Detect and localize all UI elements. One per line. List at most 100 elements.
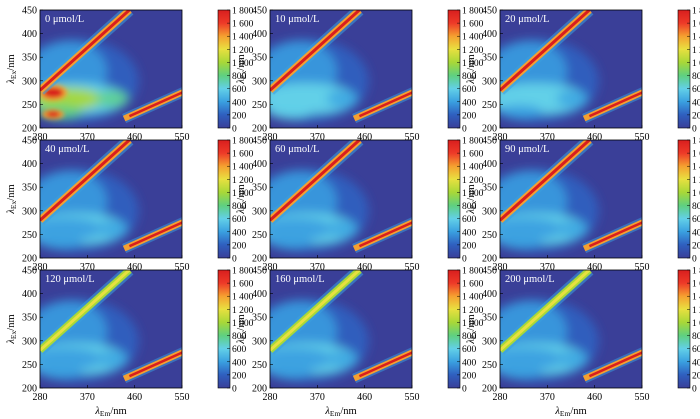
rayleigh-scatter-2nd — [582, 87, 642, 124]
plot-frame — [499, 269, 643, 389]
x-axis-label: λEm/nm — [94, 406, 126, 418]
colorbar: 0 200 400 600 800 1 000 1 200 1 400 1 600 1 800 — [677, 137, 700, 265]
fluorescence-region — [270, 298, 369, 383]
scatter-core — [358, 351, 412, 378]
colorbar-tick-label: 1 600 — [232, 280, 254, 290]
scatter-core — [40, 270, 131, 352]
colorbar-gradient — [217, 269, 231, 389]
eem-panel: 200 μmol/L 200 250 300 350 400 450 280 370 460 550… — [466, 266, 700, 419]
plot-frame — [39, 139, 183, 259]
scatter-core — [128, 351, 182, 378]
x-tick-label: 280 — [263, 262, 278, 273]
colorbar-tick-label: 1 000 — [232, 319, 254, 329]
x-tick-label: 370 — [80, 132, 95, 143]
colorbar-tick-label: 800 — [232, 332, 247, 342]
fluorescence-peak — [500, 234, 542, 249]
y-tick-label: 300 — [252, 206, 267, 217]
scatter-core — [270, 140, 361, 222]
rayleigh-scatter-2nd — [352, 217, 412, 254]
colorbar-tick-label: 800 — [692, 72, 700, 82]
y-tick-label: 400 — [22, 29, 37, 40]
fluorescence-region — [270, 168, 369, 253]
colorbar: 0 200 400 600 800 1 000 1 200 1 400 1 600 1 800 — [217, 7, 254, 135]
y-tick-label: 200 — [252, 124, 267, 135]
x-tick-label: 370 — [80, 392, 95, 403]
x-tick-label: 460 — [357, 392, 372, 403]
y-tick-label: 250 — [22, 230, 37, 241]
concentration-label: 200 μmol/L — [505, 274, 555, 285]
x-tick-label: 550 — [175, 262, 190, 273]
fluorescence-peak — [270, 234, 312, 249]
rayleigh-scatter-1st — [40, 10, 134, 95]
scatter-core — [588, 91, 642, 118]
colorbar-tick-label: 1 600 — [462, 20, 484, 30]
fluorescence-region — [40, 298, 139, 383]
scatter-core — [358, 91, 412, 118]
y-tick-label: 450 — [482, 136, 497, 147]
plot-frame — [269, 139, 413, 259]
y-tick-label: 200 — [482, 124, 497, 135]
fluorescence-peak — [270, 104, 312, 119]
colorbar-tick-label: 1 200 — [232, 46, 254, 56]
heatmap-area — [270, 270, 412, 388]
y-tick-label: 400 — [252, 159, 267, 170]
colorbar-tick-label: 1 800 — [462, 267, 484, 277]
rayleigh-scatter-2nd — [352, 347, 412, 384]
rayleigh-scatter-1st — [270, 10, 364, 95]
y-tick-label: 350 — [482, 53, 497, 64]
colorbar-tick-label: 600 — [462, 345, 477, 355]
colorbar-tick-label: 200 — [232, 111, 247, 121]
rayleigh-scatter-1st — [500, 140, 594, 225]
y-tick-label: 300 — [482, 336, 497, 347]
colorbar-tick-label: 400 — [462, 228, 477, 238]
scatter-core — [270, 10, 361, 92]
x-tick-label: 550 — [175, 132, 190, 143]
heatmap-area — [40, 270, 182, 388]
colorbar-gradient — [217, 139, 231, 259]
fluorescence-region — [500, 168, 599, 253]
colorbar-tick-label: 800 — [692, 202, 700, 212]
colorbar: 0 200 400 600 800 1 000 1 200 1 400 1 600 1 800 — [677, 267, 700, 395]
y-axis-label: λEx/nm — [6, 54, 18, 84]
heatmap-area — [500, 270, 642, 388]
y-tick-label: 400 — [482, 29, 497, 40]
y-tick-label: 250 — [22, 360, 37, 371]
y-tick-label: 400 — [22, 289, 37, 300]
y-axis-label: λEx/nm — [236, 54, 248, 84]
colorbar-tick-label: 1 200 — [462, 306, 484, 316]
colorbar-tick-label: 800 — [232, 72, 247, 82]
heatmap-area — [500, 10, 642, 128]
colorbar-tick-label: 600 — [692, 345, 700, 355]
colorbar-tick-label: 1 800 — [232, 7, 254, 17]
colorbar-tick-label: 1 600 — [462, 150, 484, 160]
colorbar-tick-label: 1 200 — [462, 46, 484, 56]
y-tick-label: 350 — [252, 183, 267, 194]
y-tick-label: 350 — [22, 313, 37, 324]
colorbar-tick-label: 1 600 — [462, 280, 484, 290]
colorbar-tick-label: 1 800 — [692, 137, 700, 147]
fluorescence-region — [500, 38, 599, 123]
fluorescence-peak — [96, 350, 129, 367]
x-tick-label: 370 — [540, 132, 555, 143]
y-tick-label: 400 — [252, 29, 267, 40]
x-tick-label: 460 — [127, 262, 142, 273]
y-tick-label: 300 — [252, 336, 267, 347]
colorbar-tick-label: 800 — [692, 332, 700, 342]
rayleigh-scatter-2nd — [122, 347, 182, 384]
y-tick-label: 250 — [482, 230, 497, 241]
rayleigh-scatter-1st — [40, 270, 134, 355]
rayleigh-scatter-2nd — [122, 217, 182, 254]
x-tick-label: 460 — [587, 392, 602, 403]
x-tick-label: 550 — [635, 132, 650, 143]
y-tick-label: 350 — [252, 313, 267, 324]
y-axis-label: λEx/nm — [466, 54, 478, 84]
colorbar-tick-label: 0 — [232, 385, 237, 395]
scatter-core — [588, 351, 642, 378]
colorbar-tick-label: 200 — [232, 371, 247, 381]
y-tick-label: 200 — [482, 254, 497, 265]
fluorescence-peak — [500, 87, 563, 110]
x-tick-label: 550 — [635, 392, 650, 403]
